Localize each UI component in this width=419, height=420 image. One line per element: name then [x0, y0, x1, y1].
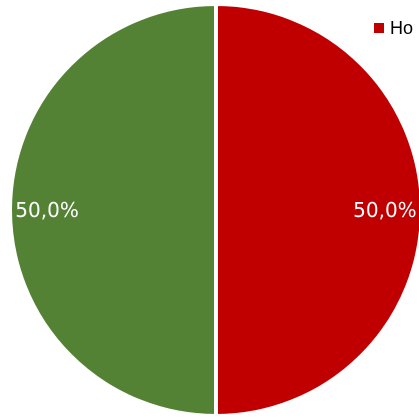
pie-slice-label-1: 50,0% [15, 198, 79, 222]
pie-data-labels: 50,0% 50,0% [15, 198, 416, 222]
pie-slice-1 [8, 1, 218, 419]
chart-legend: Ho [374, 18, 413, 38]
pie-slices [8, 1, 419, 419]
pie-slice-0 [214, 1, 419, 419]
legend-entry-0: Ho [390, 18, 413, 38]
legend-swatch-0 [374, 23, 384, 33]
pie-slice-label-0: 50,0% [353, 198, 417, 222]
